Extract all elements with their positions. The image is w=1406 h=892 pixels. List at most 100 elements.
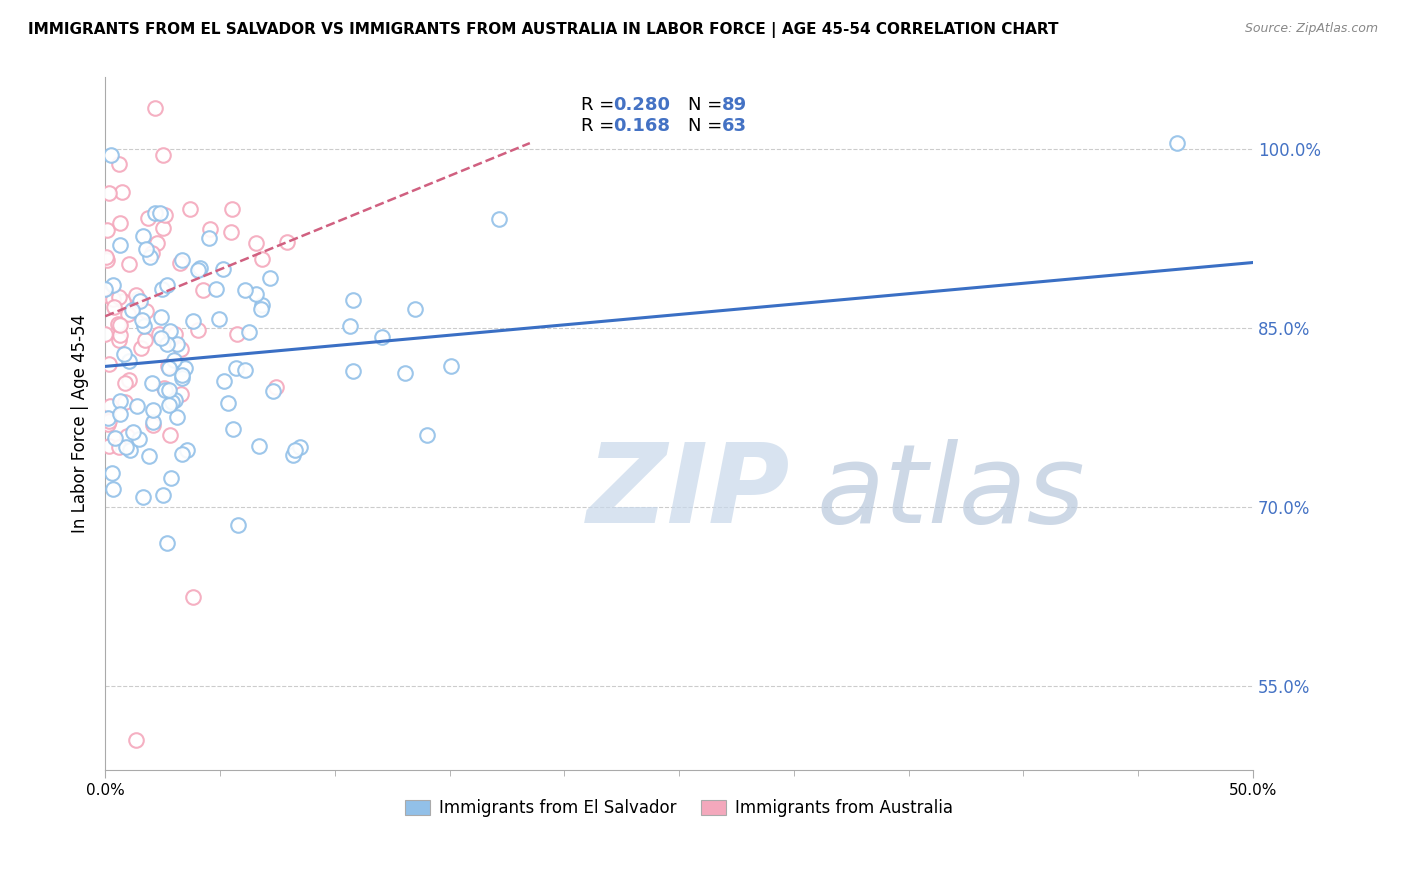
Point [136,211,159,225]
Point [128,433,150,447]
Point [233,283,256,297]
Point [225,326,247,341]
Point [193,283,215,297]
Text: Source: ZipAtlas.com: Source: ZipAtlas.com [1244,22,1378,36]
Point [132,229,155,244]
Point [117,308,139,322]
Point [94,326,117,341]
Point [155,208,177,222]
Point [1166,136,1188,150]
Point [108,318,131,333]
Point [108,440,131,454]
Point [148,327,170,342]
Point [225,361,247,376]
Point [108,407,131,421]
Point [394,366,416,380]
Point [104,431,127,445]
Point [238,325,260,339]
Point [162,394,184,409]
Point [118,354,141,368]
Point [264,380,287,394]
Point [101,467,124,481]
Point [125,287,148,301]
Point [159,324,181,338]
Point [211,262,233,277]
Text: R =: R = [582,96,620,114]
Point [187,323,209,337]
Point [188,261,211,276]
Point [142,417,165,432]
Point [221,226,243,240]
Point [252,252,274,266]
Point [276,235,298,250]
Point [149,310,172,324]
Point [163,393,186,408]
Point [125,733,148,747]
Point [97,439,120,453]
Point [205,282,228,296]
Point [187,263,209,277]
Legend: Immigrants from El Salvador, Immigrants from Australia: Immigrants from El Salvador, Immigrants … [399,793,959,824]
Point [342,293,364,307]
Point [118,257,141,271]
Point [163,352,186,367]
Point [262,384,284,398]
Point [181,313,204,327]
Point [233,363,256,377]
Point [132,490,155,504]
Text: 63: 63 [721,117,747,135]
Point [145,101,167,115]
Text: R =: R = [582,117,620,135]
Text: 89: 89 [721,96,747,114]
Point [115,429,138,443]
Point [150,282,173,296]
Point [108,328,131,343]
Point [110,238,132,252]
Point [404,301,426,316]
Point [283,449,305,463]
Point [94,282,117,296]
Point [488,212,510,227]
Point [101,483,124,497]
Point [129,342,152,356]
Point [170,370,193,384]
Point [122,425,145,439]
Point [135,303,157,318]
Text: 0.168: 0.168 [613,117,671,135]
Point [245,235,267,250]
Point [221,202,243,216]
Point [179,202,201,216]
Point [112,347,135,361]
Point [101,293,124,307]
Point [157,359,180,373]
Point [159,428,181,442]
Point [249,301,271,316]
Point [155,277,177,292]
Point [284,442,307,457]
Point [108,216,131,230]
Point [342,364,364,378]
Point [139,250,162,264]
Point [100,399,122,413]
Point [159,383,181,397]
Point [129,294,152,309]
Point [96,223,118,237]
Point [146,235,169,250]
Point [170,368,193,382]
Point [440,359,463,373]
Point [160,471,183,485]
Point [152,488,174,502]
Point [152,221,174,235]
Point [198,231,221,245]
Point [226,518,249,533]
Point [98,414,121,428]
Point [103,277,125,292]
Point [163,326,186,341]
Point [169,255,191,269]
Point [127,399,149,413]
Y-axis label: In Labor Force | Age 45-54: In Labor Force | Age 45-54 [72,314,89,533]
Point [141,376,163,390]
Point [222,422,245,436]
Point [98,357,121,371]
Point [339,318,361,333]
